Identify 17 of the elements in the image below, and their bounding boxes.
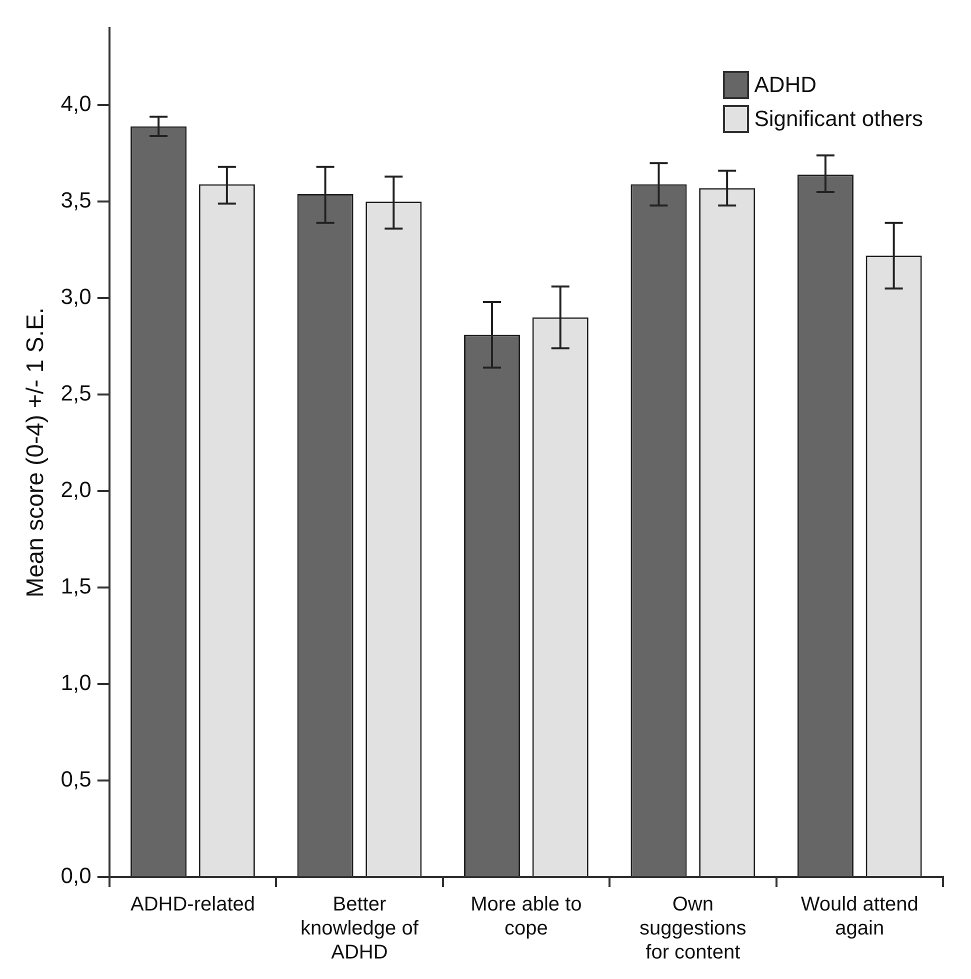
y-tick-label: 2,0 [60,477,92,502]
y-tick-label: 3,0 [60,284,92,310]
y-tick-label: 1,5 [60,574,92,599]
legend-label: ADHD [754,71,817,99]
x-tick-label: ADHD-related [130,894,255,916]
y-tick-label: 4,0 [60,91,92,116]
x-tick-label: More able to cope [470,894,582,940]
y-axis-title: Mean score (0-4) +/- 1 S.E. [22,307,50,598]
x-tick-label: Better knowledge of ADHD [300,894,419,964]
y-tick-label: 1,0 [60,670,92,696]
legend-label: Significant others [754,105,923,133]
y-tick-label: 0,0 [60,863,92,888]
y-tick-label: 2,5 [60,380,92,406]
y-tick-label: 0,5 [60,766,92,792]
x-tick-label: Would attend again [800,894,918,940]
y-tick-label: 3,5 [60,188,92,213]
x-tick-label: Own suggestions for content [640,894,746,964]
